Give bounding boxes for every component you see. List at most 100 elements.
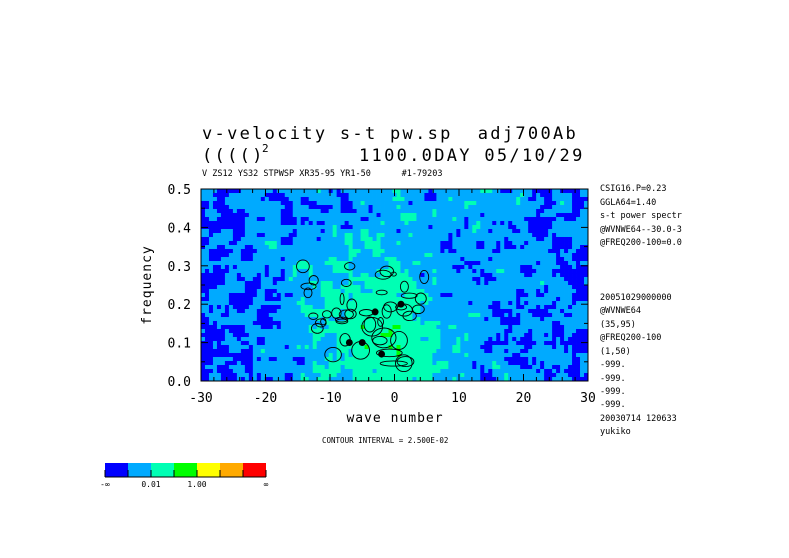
heatmap-cell (484, 353, 489, 358)
heatmap-cell (476, 213, 481, 218)
heatmap-cell (228, 269, 234, 274)
heatmap-cell (512, 317, 517, 322)
heatmap-cell (284, 309, 290, 314)
heatmap-cell (564, 205, 569, 210)
heatmap-cell (228, 337, 234, 342)
heatmap-cell (220, 345, 226, 350)
heatmap-cell (316, 261, 322, 266)
heatmap-cell (572, 301, 577, 306)
heatmap-cell (508, 253, 513, 258)
heatmap-cell (208, 253, 214, 258)
heatmap-cell (488, 293, 493, 298)
heatmap-cell (264, 365, 270, 370)
heatmap-cell (444, 253, 449, 258)
heatmap-cell (476, 285, 481, 290)
heatmap-cell (576, 189, 581, 194)
heatmap-cell (528, 297, 533, 302)
heatmap-cell (560, 333, 565, 338)
heatmap-cell (476, 321, 481, 326)
heatmap-cell (416, 233, 421, 238)
heatmap-cell (492, 341, 497, 346)
heatmap-cell (272, 321, 278, 326)
heatmap-cell (336, 229, 342, 234)
heatmap-cell (264, 193, 270, 198)
heatmap-cell (248, 281, 254, 286)
heatmap-cell (300, 249, 306, 254)
heatmap-cell (408, 337, 413, 342)
heatmap-cell (364, 345, 369, 350)
heatmap-cell (428, 341, 433, 346)
heatmap-cell (460, 197, 465, 202)
heatmap-cell (568, 293, 573, 298)
heatmap-cell (201, 377, 206, 382)
heatmap-cell (296, 305, 302, 310)
heatmap-cell (384, 333, 389, 338)
heatmap-cell (436, 189, 441, 194)
heatmap-cell (444, 329, 449, 334)
heatmap-cell (284, 261, 290, 266)
heatmap-cell (408, 197, 413, 202)
heatmap-cell (312, 281, 318, 286)
heatmap-cell (388, 257, 393, 262)
heatmap-cell (584, 193, 589, 198)
heatmap-cell (264, 349, 270, 354)
heatmap-cell (204, 249, 210, 254)
heatmap-cell (572, 269, 577, 274)
heatmap-cell (332, 373, 338, 378)
heatmap-cell (244, 341, 250, 346)
heatmap-cell (484, 209, 489, 214)
heatmap-cell (224, 277, 230, 282)
heatmap-cell (448, 237, 453, 242)
heatmap-cell (408, 329, 413, 334)
heatmap-cell (204, 345, 210, 350)
heatmap-cell (472, 321, 477, 326)
heatmap-cell (508, 313, 513, 318)
heatmap-cell (424, 309, 429, 314)
heatmap-cell (544, 249, 549, 254)
heatmap-cell (488, 325, 493, 330)
heatmap-cell (444, 313, 449, 318)
heatmap-cell (276, 313, 282, 318)
heatmap-cell (216, 249, 222, 254)
heatmap-cell (356, 329, 361, 334)
heatmap-cell (464, 245, 469, 250)
heatmap-cell (516, 209, 521, 214)
heatmap-cell (516, 269, 521, 274)
heatmap-cell (564, 309, 569, 314)
heatmap-cell (220, 249, 226, 254)
heatmap-cell (268, 305, 274, 310)
heatmap-cell (472, 281, 477, 286)
heatmap-cell (201, 329, 206, 334)
heatmap-cell (460, 257, 465, 262)
heatmap-cell (528, 349, 533, 354)
heatmap-cell (560, 337, 565, 342)
heatmap-cell (288, 373, 294, 378)
heatmap-cell (436, 345, 441, 350)
heatmap-cell (584, 309, 589, 314)
heatmap-cell (332, 297, 338, 302)
heatmap-cell (480, 325, 485, 330)
heatmap-cell (540, 285, 545, 290)
heatmap-cell (224, 281, 230, 286)
heatmap-cell (316, 297, 322, 302)
heatmap-cell (412, 229, 417, 234)
heatmap-cell (236, 325, 242, 330)
heatmap-cell (216, 305, 222, 310)
heatmap-cell (436, 229, 441, 234)
heatmap-cell (444, 221, 449, 226)
heatmap-cell (508, 329, 513, 334)
heatmap-cell (416, 205, 421, 210)
heatmap-cell (236, 297, 242, 302)
heatmap-cell (340, 229, 346, 234)
heatmap-cell (224, 257, 230, 262)
heatmap-cell (212, 349, 218, 354)
heatmap-cell (344, 257, 350, 262)
heatmap-cell (432, 241, 437, 246)
heatmap-cell (404, 281, 409, 286)
heatmap-cell (468, 329, 473, 334)
contour-peak (371, 308, 379, 316)
heatmap-cell (372, 337, 377, 342)
heatmap-cell (444, 209, 449, 214)
heatmap-cell (424, 225, 429, 230)
heatmap-cell (300, 269, 306, 274)
